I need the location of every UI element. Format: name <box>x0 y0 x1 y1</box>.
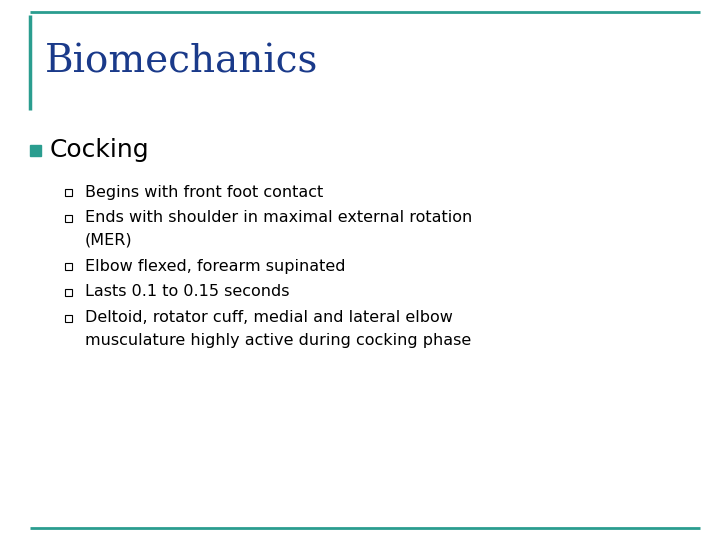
Text: Begins with front foot contact: Begins with front foot contact <box>85 185 323 199</box>
Bar <box>65 288 71 295</box>
Text: Biomechanics: Biomechanics <box>45 44 318 80</box>
Bar <box>30 145 41 156</box>
Text: Lasts 0.1 to 0.15 seconds: Lasts 0.1 to 0.15 seconds <box>85 285 289 300</box>
Text: Deltoid, rotator cuff, medial and lateral elbow: Deltoid, rotator cuff, medial and latera… <box>85 310 453 326</box>
Text: (MER): (MER) <box>85 233 132 247</box>
Bar <box>65 188 71 195</box>
Bar <box>65 314 71 321</box>
Bar <box>65 262 71 269</box>
Bar <box>65 214 71 221</box>
Text: musculature highly active during cocking phase: musculature highly active during cocking… <box>85 333 472 348</box>
Text: Ends with shoulder in maximal external rotation: Ends with shoulder in maximal external r… <box>85 211 472 226</box>
Text: Cocking: Cocking <box>50 138 150 162</box>
Text: Elbow flexed, forearm supinated: Elbow flexed, forearm supinated <box>85 259 346 273</box>
